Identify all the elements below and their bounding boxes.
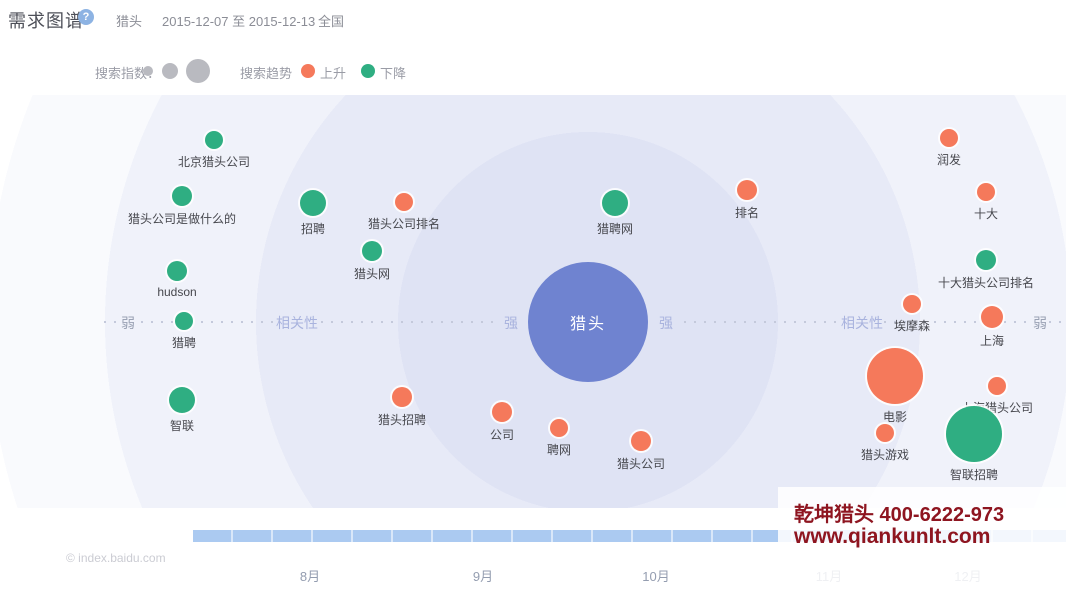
- promo-url-line: www.qiankunlt.com: [794, 525, 991, 548]
- bubble-label: hudson: [157, 285, 197, 299]
- help-icon[interactable]: ?: [78, 9, 94, 25]
- bubble-circle[interactable]: [631, 431, 651, 451]
- relevance-axis-dots: [884, 321, 1026, 323]
- keyword-tab[interactable]: 猎头: [116, 14, 143, 29]
- chart-legend: 搜索指数： 搜索趋势 上升 下降: [0, 52, 1066, 90]
- relevance-axis-dots: [1049, 321, 1062, 323]
- bubble-label: 猎聘: [171, 336, 197, 350]
- relevance-axis-dots: [321, 321, 494, 323]
- bubble-circle[interactable]: [172, 186, 192, 206]
- bubble-label: 猎头公司排名: [367, 217, 441, 231]
- watermark: © index.baidu.com: [66, 551, 166, 565]
- bubble-label: 排名: [734, 206, 760, 220]
- bubble-label: 招聘: [300, 222, 326, 236]
- axis-label-strong: 强: [659, 315, 673, 331]
- bubble-circle[interactable]: [395, 193, 413, 211]
- bubble-circle[interactable]: [988, 377, 1006, 395]
- bubble-label: 智联招聘: [949, 468, 999, 482]
- bubble-label: 电影: [882, 410, 908, 424]
- bubble-circle[interactable]: [903, 295, 921, 313]
- center-keyword-bubble[interactable]: 猎头: [528, 262, 648, 382]
- timeline-month-label: 9月: [472, 569, 494, 584]
- size-dot-icon: [162, 63, 178, 79]
- trend-up-label: 上升: [320, 66, 347, 81]
- date-range-label: 2015-12-07 至 2015-12-13: [162, 14, 316, 29]
- axis-label-rel: 相关性: [276, 315, 318, 331]
- trend-down-label: 下降: [380, 66, 407, 81]
- bubble-label: 北京猎头公司: [177, 155, 251, 169]
- timeline-month-label: 10月: [642, 569, 670, 584]
- bubble-circle[interactable]: [876, 424, 894, 442]
- bubble-label: 猎头公司: [616, 457, 666, 471]
- page-title: 需求图谱: [8, 11, 84, 31]
- bubble-label: 猎头游戏: [860, 448, 910, 462]
- axis-label-rel: 相关性: [841, 315, 883, 331]
- center-keyword-label: 猎头: [569, 316, 606, 333]
- bubble-circle[interactable]: [940, 129, 958, 147]
- bubble-label: 十大猎头公司排名: [937, 276, 1035, 290]
- bubble-circle[interactable]: [976, 250, 996, 270]
- size-dot-icon: [143, 66, 153, 76]
- bubble-circle[interactable]: [205, 131, 223, 149]
- search-trend-legend-label: 搜索趋势: [240, 66, 293, 81]
- bubble-circle[interactable]: [300, 190, 326, 216]
- bubble-label: 埃摩森: [893, 319, 931, 333]
- bubble-label: 聘网: [546, 443, 572, 457]
- relevance-axis-dots: [684, 321, 842, 323]
- bubble-circle[interactable]: [981, 306, 1003, 328]
- trend-down-dot-icon: [361, 64, 375, 78]
- bubble-circle[interactable]: [550, 419, 568, 437]
- relevance-axis-dots: [141, 321, 276, 323]
- bubble-circle[interactable]: [175, 312, 193, 330]
- bubble-label: 猎头招聘: [377, 413, 427, 427]
- promo-overlay: 乾坤猎头 400-6222-973 www.qiankunlt.com: [778, 487, 1066, 590]
- bubble-label: 猎聘网: [596, 222, 634, 236]
- bubble-label: 公司: [489, 428, 515, 442]
- bubble-label: 猎头网: [353, 267, 391, 281]
- bubble-label: 猎头公司是做什么的: [127, 212, 237, 226]
- axis-label-weak: 弱: [121, 315, 135, 331]
- bubble-circle[interactable]: [737, 180, 757, 200]
- axis-label-weak: 弱: [1033, 315, 1047, 331]
- trend-up-dot-icon: [301, 64, 315, 78]
- bubble-circle[interactable]: [977, 183, 995, 201]
- bubble-circle[interactable]: [169, 387, 195, 413]
- bubble-circle[interactable]: [867, 348, 923, 404]
- promo-phone-line: 乾坤猎头 400-6222-973: [794, 504, 1005, 526]
- bubble-label: 智联: [169, 419, 195, 433]
- axis-label-strong: 强: [504, 315, 518, 331]
- bubble-circle[interactable]: [392, 387, 412, 407]
- size-dot-icon: [186, 59, 210, 83]
- bubble-map: 猎头 弱相关性强强相关性弱猎头公司排名 排名 润发 十大 埃摩森 上海 上海猎头公司 电影 猎头…: [0, 95, 1066, 508]
- region-label: 全国: [318, 14, 345, 29]
- relevance-axis-dots: [104, 321, 119, 323]
- bubble-circle[interactable]: [362, 241, 382, 261]
- bubble-circle[interactable]: [492, 402, 512, 422]
- bubble-circle[interactable]: [946, 406, 1002, 462]
- page-header: 需求图谱 ? 猎头 2015-12-07 至 2015-12-13 全国: [0, 0, 1066, 40]
- bubble-label: 上海: [979, 334, 1005, 348]
- bubble-label: 润发: [936, 153, 962, 167]
- bubble-circle[interactable]: [602, 190, 628, 216]
- bubble-circle[interactable]: [167, 261, 187, 281]
- bubble-label: 十大: [973, 207, 999, 221]
- timeline-month-label: 8月: [299, 569, 321, 584]
